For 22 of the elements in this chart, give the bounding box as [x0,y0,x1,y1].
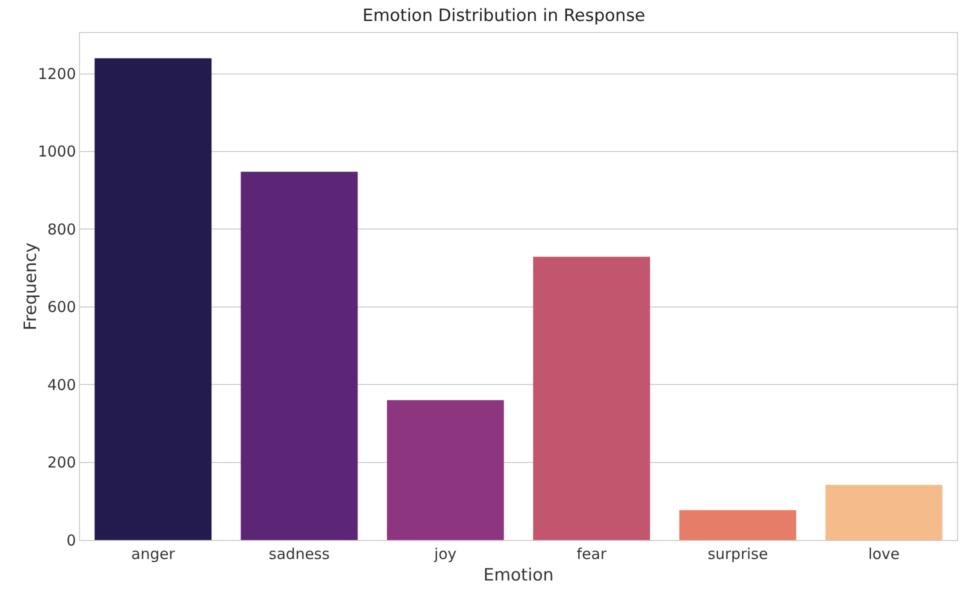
bar [94,58,212,540]
bar [240,172,358,540]
y-tick-label: 400 [47,376,76,394]
y-tick-label: 800 [47,220,76,238]
bar [533,256,650,540]
y-tick-label: 1000 [38,142,76,161]
bar [679,510,796,540]
bar [386,400,504,540]
y-tick-label: 0 [66,531,76,550]
x-tick-label: surprise [708,545,768,563]
x-tick-label: sadness [268,545,330,563]
x-tick-label: love [868,545,900,563]
y-axis-title: Frequency [21,242,41,330]
bar [825,484,942,540]
y-tick-label: 1200 [38,65,76,84]
x-tick-label: joy [433,545,457,563]
x-tick-label: fear [576,545,608,563]
x-axis-title: Emotion [483,565,554,586]
y-tick-label: 600 [47,298,76,316]
x-tick-label: anger [131,545,176,563]
y-tick-label: 200 [47,454,76,472]
chart-title: Emotion Distribution in Response [362,6,646,26]
